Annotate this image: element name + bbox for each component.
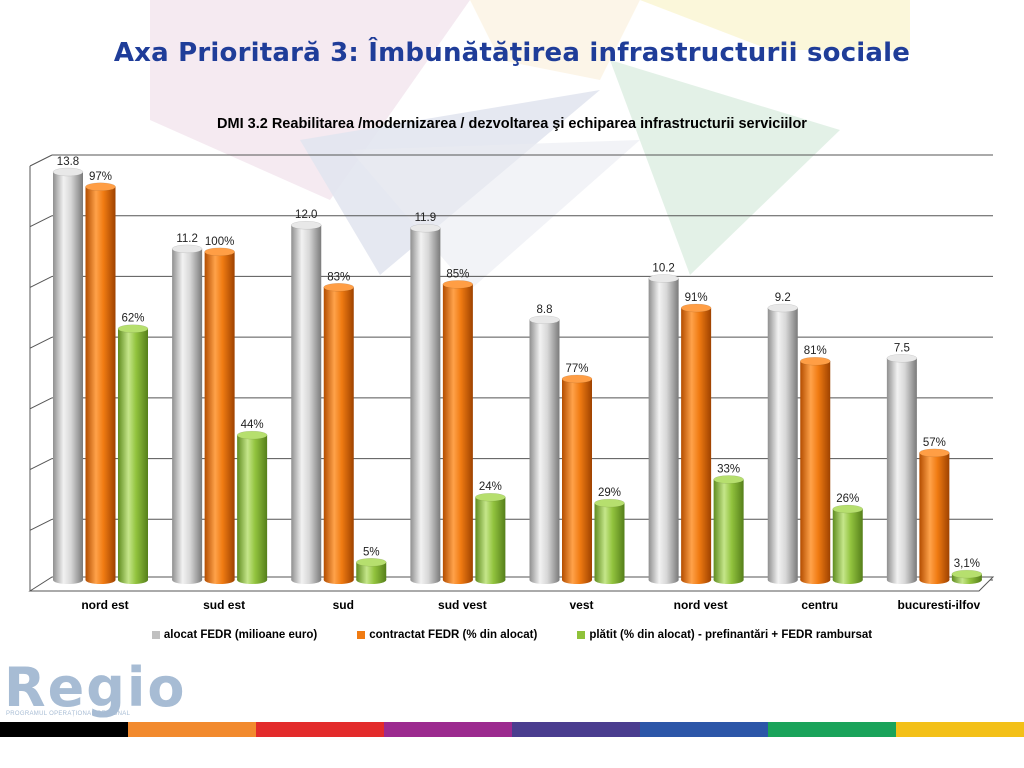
stripe-0 [0,722,128,737]
data-label: 97% [89,171,112,183]
gridline-depth [29,215,53,228]
logo-subtitle: PROGRAMUL OPERAȚIONAL REGIONAL [6,711,131,717]
legend-swatch [151,631,160,639]
color-stripe-bar [0,722,1024,737]
bar-contractat-5 [680,303,712,584]
data-label: 44% [241,419,264,431]
bar-alocat-3 [410,223,441,584]
data-label: 100% [205,236,234,248]
data-label: 81% [804,345,827,357]
bar-platit-5 [713,475,744,584]
bar-alocat-1 [171,244,203,584]
stripe-5 [640,722,768,737]
bar-alocat-0 [52,167,84,584]
gridline-depth [29,275,53,288]
stripe-3 [384,722,512,737]
bar-platit-2 [356,558,387,584]
logo-text: Regio [4,656,187,719]
category-label: sud [333,598,354,612]
data-labels: 13.8 97% 62% 11.2 100% 44% 12.0 83% 5% 11.9 85% 24%… [57,156,980,570]
category-label: sud vest [438,598,487,612]
chart-legend: alocat FEDR (milioane euro) contractat F… [0,629,1024,641]
bar-alocat-6 [767,303,798,584]
data-label: 77% [565,363,588,375]
x-axis-labels: nord est sud est sud sud vest vest nord vest c… [81,598,980,612]
bar-contractat-0 [85,182,116,584]
category-label: vest [569,598,593,612]
data-label: 7.5 [894,342,910,354]
category-label: nord est [81,598,128,612]
bar-contractat-3 [442,280,474,584]
bars [52,167,983,584]
bar-platit-4 [594,498,625,584]
legend-label: plătit (% din alocat) - prefinantări + F… [589,629,873,641]
chart-floor [28,576,995,592]
stripe-2 [256,722,384,737]
category-label: centru [801,598,838,612]
legend-label: alocat FEDR (milioane euro) [163,629,318,641]
category-label: bucuresti-ilfov [898,598,981,612]
gridline-depth [29,397,53,410]
bar-alocat-5 [648,274,679,584]
bar-platit-3 [475,492,506,584]
data-label: 10.2 [652,262,674,274]
gridline-depth [29,458,53,471]
regio-logo: Regio PROGRAMUL OPERAȚIONAL REGIONAL [4,656,189,722]
slide-title: Axa Prioritară 3: Îmbunătăţirea infrastr… [113,38,911,68]
data-label: 85% [446,268,469,280]
stripe-1 [128,722,256,737]
gridline-depth [29,336,53,349]
gridline-depth [29,518,53,531]
legend-swatch [577,631,586,639]
bar-platit-7 [951,569,983,584]
chart-title: DMI 3.2 Reabilitarea /modernizarea / dez… [217,116,807,132]
stripe-4 [512,722,640,737]
bar-alocat-7 [886,354,918,584]
bar-platit-0 [117,324,149,584]
data-label: 13.8 [57,156,79,168]
legend-item-contractat: contractat FEDR (% din alocat) [357,629,537,641]
bar-contractat-2 [323,283,354,584]
legend-item-platit: plătit (% din alocat) - prefinantări + F… [577,629,872,641]
bar-contractat-4 [561,374,593,584]
data-label: 33% [717,463,740,475]
data-label: 62% [121,313,144,325]
legend-swatch [357,631,366,639]
bar-alocat-2 [291,220,322,584]
data-label: 5% [363,546,380,558]
stripe-6 [768,722,896,737]
bar-contractat-6 [800,356,831,584]
bar-platit-6 [832,504,863,584]
data-label: 11.9 [415,212,437,224]
data-label: 12.0 [295,209,317,221]
bar-contractat-7 [919,448,950,584]
legend-label: contractat FEDR (% din alocat) [369,629,538,641]
category-label: sud est [203,598,245,612]
data-label: 83% [327,271,350,283]
data-label: 29% [598,487,621,499]
data-label: 57% [923,437,946,449]
legend-item-alocat: alocat FEDR (milioane euro) [151,629,318,641]
gridline-depth [29,154,53,167]
data-label: 9.2 [775,292,791,304]
category-label: nord vest [674,598,728,612]
data-label: 26% [836,493,859,505]
data-label: 3,1% [954,558,980,570]
bar-platit-1 [236,430,268,584]
bar-alocat-4 [529,315,560,584]
bar-contractat-1 [204,247,235,584]
data-label: 24% [479,481,502,493]
stripe-7 [896,722,1024,737]
data-label: 11.2 [176,233,198,245]
data-label: 8.8 [537,304,553,316]
data-label: 91% [685,292,708,304]
